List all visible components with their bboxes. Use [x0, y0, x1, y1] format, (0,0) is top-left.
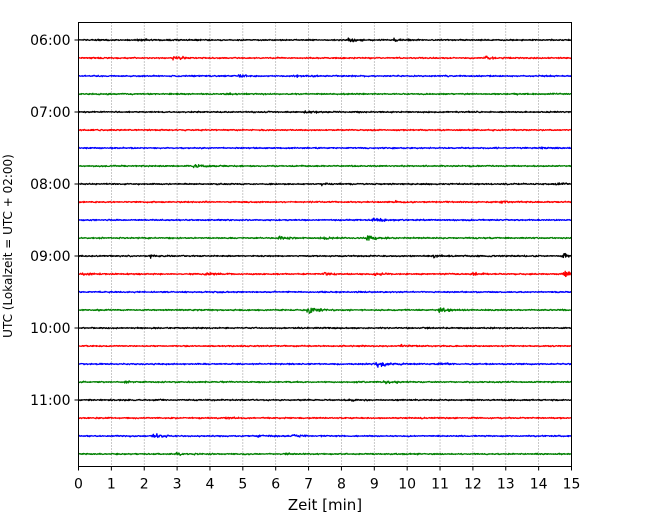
trace-0645 [77, 92, 572, 96]
trace-1015 [78, 343, 572, 348]
trace-1045 [77, 380, 572, 385]
trace-0915 [78, 270, 572, 278]
x-axis-ticks: 0 1 2 3 4 5 6 7 8 9 10 11 12 13 14 15 [74, 466, 581, 493]
trace-0815 [78, 199, 573, 204]
trace-1115 [78, 416, 573, 420]
trace-1100 [78, 398, 572, 402]
x-tick-label-14: 14 [530, 477, 548, 493]
trace-1145 [78, 451, 572, 457]
y-tick-label-5: 11:00 [30, 393, 70, 409]
trace-0730 [77, 146, 572, 150]
trace-1030 [78, 361, 572, 368]
x-tick-label-1: 1 [107, 477, 116, 493]
trace-0715 [77, 128, 572, 132]
x-tick-label-13: 13 [497, 477, 515, 493]
x-tick-label-15: 15 [563, 477, 581, 493]
seismic-traces [77, 37, 573, 457]
trace-0945 [78, 307, 572, 314]
x-axis-label: Zeit [min] [288, 496, 362, 514]
trace-0700 [78, 110, 572, 114]
x-tick-label-9: 9 [370, 477, 379, 493]
x-tick-label-5: 5 [238, 477, 247, 493]
trace-1000 [78, 326, 572, 330]
y-tick-label-0: 06:00 [30, 33, 70, 49]
x-tick-label-6: 6 [271, 477, 280, 493]
trace-0830 [78, 217, 572, 222]
trace-0630 [78, 74, 572, 78]
x-tick-label-2: 2 [140, 477, 149, 493]
y-axis-ticks: 06:00 07:00 08:00 09:00 10:00 11:00 [30, 33, 79, 409]
x-tick-label-12: 12 [464, 477, 482, 493]
x-tick-label-11: 11 [431, 477, 449, 493]
y-axis-label: UTC (Lokalzeit = UTC + 02:00) [1, 154, 15, 338]
x-tick-label-4: 4 [206, 477, 215, 493]
trace-1130 [77, 433, 572, 439]
x-tick-label-3: 3 [173, 477, 182, 493]
trace-0930 [77, 290, 572, 294]
trace-0745 [77, 164, 572, 169]
y-tick-label-4: 10:00 [30, 321, 70, 337]
x-tick-label-10: 10 [398, 477, 416, 493]
y-tick-label-2: 08:00 [30, 177, 70, 193]
x-tick-label-8: 8 [337, 477, 346, 493]
trace-0845 [78, 235, 572, 241]
trace-0800 [78, 182, 572, 187]
grid-lines [111, 22, 539, 467]
y-tick-label-3: 09:00 [30, 249, 70, 265]
x-tick-label-0: 0 [74, 477, 83, 493]
trace-0615 [78, 55, 572, 61]
trace-0600 [78, 37, 572, 43]
x-tick-label-7: 7 [304, 477, 313, 493]
plot-frame [78, 22, 572, 467]
trace-0900 [77, 252, 573, 259]
y-tick-label-1: 07:00 [30, 105, 70, 121]
